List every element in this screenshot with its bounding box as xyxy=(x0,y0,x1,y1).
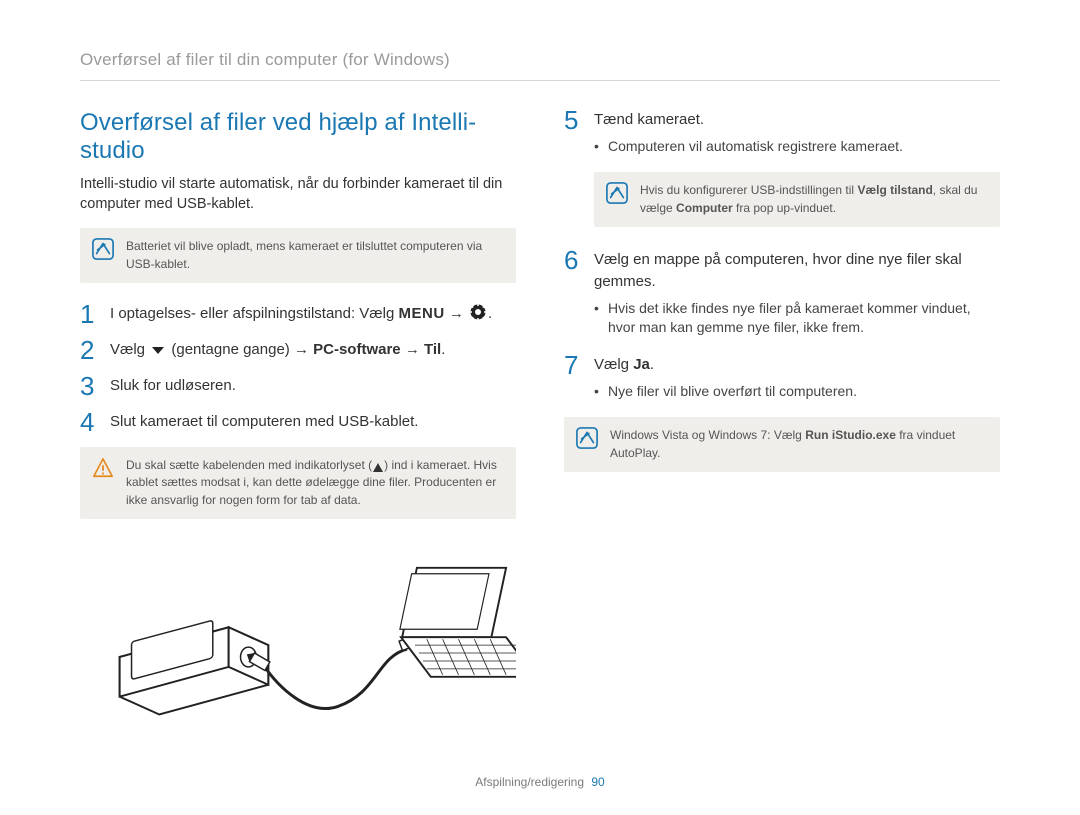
usb-connection-illustration xyxy=(80,557,516,757)
step-4-text: Slut kameraet til computeren med USB-kab… xyxy=(110,413,418,430)
step-5-bullet: Computeren vil automatisk registrere kam… xyxy=(594,137,1000,157)
section-title: Overførsel af filer ved hjælp af Intelli… xyxy=(80,109,516,165)
breadcrumb: Overførsel af filer til din computer (fo… xyxy=(80,50,1000,81)
step-2-mid2: → xyxy=(401,341,424,358)
chevron-down-icon xyxy=(150,343,166,357)
left-column: Overførsel af filer ved hjælp af Intelli… xyxy=(80,109,516,762)
gear-icon xyxy=(469,303,487,321)
steps-left: 1 I optagelses- eller afspilningstilstan… xyxy=(80,303,516,435)
note2-pre: Hvis du konfigurerer USB-indstillingen t… xyxy=(640,183,857,197)
steps-right-cont: 6 Vælg en mappe på computeren, hvor dine… xyxy=(564,249,1000,405)
step-number: 4 xyxy=(80,409,110,435)
step-3-text: Sluk for udløseren. xyxy=(110,377,236,394)
step-2-pre: Vælg xyxy=(110,341,149,358)
step-4: 4 Slut kameraet til computeren med USB-k… xyxy=(80,411,516,435)
step-2-post: . xyxy=(441,341,445,358)
page-footer: Afspilning/redigering 90 xyxy=(0,775,1080,789)
step-3: 3 Sluk for udløseren. xyxy=(80,375,516,399)
step-6-text: Vælg en mappe på computeren, hvor dine n… xyxy=(594,251,962,290)
info-note-1: Batteriet vil blive opladt, mens kamerae… xyxy=(80,228,516,283)
step-6-bullet: Hvis det ikke findes nye filer på kamera… xyxy=(594,299,1000,338)
steps-right: 5 Tænd kameraet. Computeren vil automati… xyxy=(564,109,1000,160)
step-1: 1 I optagelses- eller afspilningstilstan… xyxy=(80,303,516,327)
note2-b1: Vælg tilstand xyxy=(857,183,932,197)
note2-b2: Computer xyxy=(676,201,733,215)
info-icon xyxy=(576,427,598,449)
info-icon xyxy=(92,238,114,260)
step-7-bold: Ja xyxy=(633,356,650,373)
warning-note: Du skal sætte kabelenden med indikatorly… xyxy=(80,447,516,519)
step-number: 6 xyxy=(564,247,594,273)
intro-text: Intelli-studio vil starte automatisk, nå… xyxy=(80,175,516,214)
triangle-up-icon xyxy=(373,463,383,472)
note3-b1: Run iStudio.exe xyxy=(805,428,896,442)
info-icon xyxy=(606,182,628,204)
step-2-bold1: PC-software xyxy=(313,341,401,358)
warning-text-pre: Du skal sætte kabelenden med indikatorly… xyxy=(126,458,372,472)
step-7-bullet: Nye filer vil blive overført til compute… xyxy=(594,382,1000,402)
footer-page-number: 90 xyxy=(591,775,604,789)
step-number: 1 xyxy=(80,301,110,327)
info-note-3: Windows Vista og Windows 7: Vælg Run iSt… xyxy=(564,417,1000,472)
step-5: 5 Tænd kameraet. Computeren vil automati… xyxy=(564,109,1000,160)
note2-post: fra pop up-vinduet. xyxy=(733,201,836,215)
menu-glyph: MENU xyxy=(399,305,445,322)
step-number: 5 xyxy=(564,107,594,133)
note3-pre: Windows Vista og Windows 7: Vælg xyxy=(610,428,805,442)
step-1-arrow: → xyxy=(445,305,468,322)
warning-icon xyxy=(92,457,114,479)
step-7-post: . xyxy=(650,356,654,373)
step-number: 2 xyxy=(80,337,110,363)
step-2-bold2: Til xyxy=(424,341,441,358)
step-1-pre: I optagelses- eller afspilningstilstand:… xyxy=(110,305,399,322)
step-7: 7 Vælg Ja. Nye filer vil blive overført … xyxy=(564,354,1000,405)
step-5-text: Tænd kameraet. xyxy=(594,111,704,128)
step-1-post: . xyxy=(488,305,492,322)
footer-label: Afspilning/redigering xyxy=(475,775,584,789)
info-note-1-text: Batteriet vil blive opladt, mens kamerae… xyxy=(126,239,482,270)
step-6: 6 Vælg en mappe på computeren, hvor dine… xyxy=(564,249,1000,342)
right-column: 5 Tænd kameraet. Computeren vil automati… xyxy=(564,109,1000,762)
info-note-2: Hvis du konfigurerer USB-indstillingen t… xyxy=(594,172,1000,227)
step-7-pre: Vælg xyxy=(594,356,633,373)
step-number: 7 xyxy=(564,352,594,378)
step-2: 2 Vælg (gentagne gange) → PC-software → … xyxy=(80,339,516,363)
step-2-mid: (gentagne gange) → xyxy=(167,341,313,358)
step-number: 3 xyxy=(80,373,110,399)
